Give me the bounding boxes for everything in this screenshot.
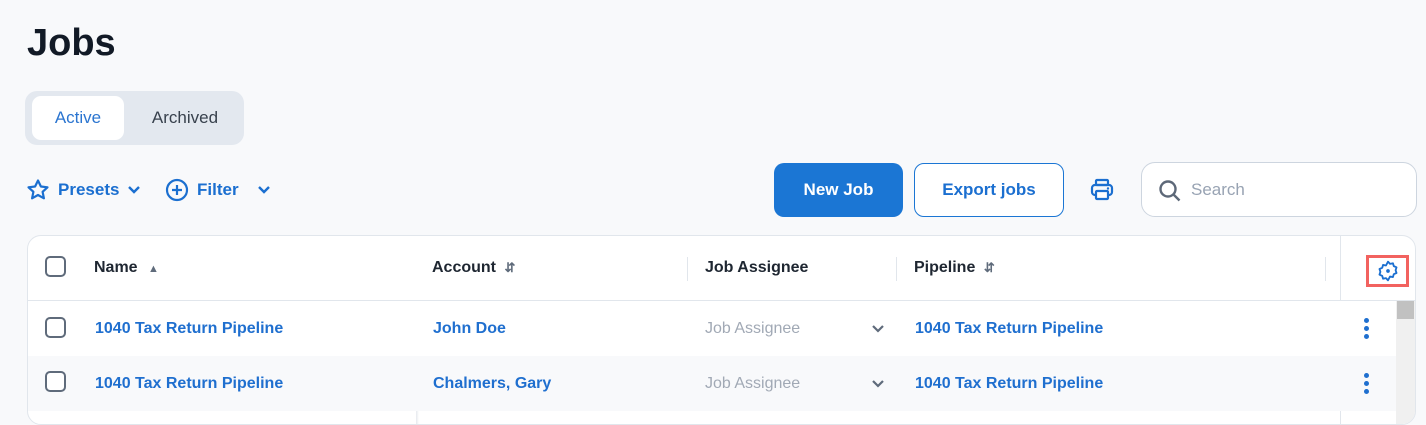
printer-icon[interactable] <box>1090 178 1114 202</box>
scrollbar-thumb[interactable] <box>1397 301 1414 319</box>
jobs-table: Name ▲ Account ⇵ Job Assignee Pipeline ⇵… <box>27 235 1416 425</box>
table-row[interactable]: 1040 Tax Return Pipeline Chalmers, Gary … <box>28 356 1396 411</box>
column-label: Pipeline <box>914 259 976 276</box>
search-placeholder: Search <box>1191 180 1245 199</box>
column-header-pipeline[interactable]: Pipeline ⇵ <box>914 259 995 277</box>
column-divider <box>896 257 897 281</box>
sort-asc-icon: ▲ <box>148 263 159 275</box>
job-assignee-select[interactable]: Job Assignee <box>705 375 801 392</box>
search-icon <box>1159 180 1181 202</box>
more-options-icon[interactable] <box>1364 318 1370 342</box>
filter-dropdown[interactable]: Filter <box>165 176 271 204</box>
column-settings-button[interactable] <box>1366 255 1409 287</box>
sort-icon: ⇵ <box>983 260 995 275</box>
column-header-job-assignee: Job Assignee <box>705 259 809 276</box>
column-divider <box>687 257 688 281</box>
tab-active[interactable]: Active <box>32 96 124 140</box>
pipeline-link[interactable]: 1040 Tax Return Pipeline <box>915 320 1104 337</box>
table-header: Name ▲ Account ⇵ Job Assignee Pipeline ⇵ <box>28 236 1415 301</box>
page-title: Jobs <box>27 22 116 64</box>
column-label: Account <box>432 259 496 276</box>
export-jobs-button[interactable]: Export jobs <box>914 163 1064 217</box>
star-icon <box>27 179 49 200</box>
row-checkbox[interactable] <box>45 371 66 392</box>
job-name-link[interactable]: 1040 Tax Return Pipeline <box>95 375 284 392</box>
status-tabs: Active Archived <box>25 91 244 145</box>
table-row[interactable]: 1040 Tax Return Pipeline John Doe Job As… <box>28 301 1396 356</box>
search-input[interactable]: Search <box>1141 162 1417 217</box>
chevron-down-icon <box>128 186 141 194</box>
account-link[interactable]: John Doe <box>433 320 506 337</box>
column-label: Name <box>94 259 138 276</box>
account-link[interactable]: Chalmers, Gary <box>433 375 552 392</box>
tab-archived[interactable]: Archived <box>151 108 219 127</box>
column-header-account[interactable]: Account ⇵ <box>432 259 515 277</box>
chevron-down-icon <box>257 186 270 194</box>
chevron-down-icon[interactable] <box>871 379 885 389</box>
column-header-name[interactable]: Name ▲ <box>94 259 159 277</box>
presets-label: Presets <box>58 180 120 199</box>
gear-icon <box>1378 260 1398 282</box>
filter-label: Filter <box>197 180 239 199</box>
row-checkbox[interactable] <box>45 317 66 338</box>
select-all-checkbox[interactable] <box>45 256 66 277</box>
pipeline-link[interactable]: 1040 Tax Return Pipeline <box>915 375 1104 392</box>
sort-icon: ⇵ <box>504 260 516 275</box>
scrollbar-track[interactable] <box>1396 301 1415 424</box>
job-assignee-select[interactable]: Job Assignee <box>705 320 801 337</box>
chevron-down-icon[interactable] <box>871 324 885 334</box>
job-name-link[interactable]: 1040 Tax Return Pipeline <box>95 320 284 337</box>
new-job-button[interactable]: New Job <box>774 163 903 217</box>
plus-circle-icon <box>165 178 189 202</box>
more-options-icon[interactable] <box>1364 373 1370 397</box>
column-divider <box>1325 257 1326 281</box>
presets-dropdown[interactable]: Presets <box>26 176 141 204</box>
